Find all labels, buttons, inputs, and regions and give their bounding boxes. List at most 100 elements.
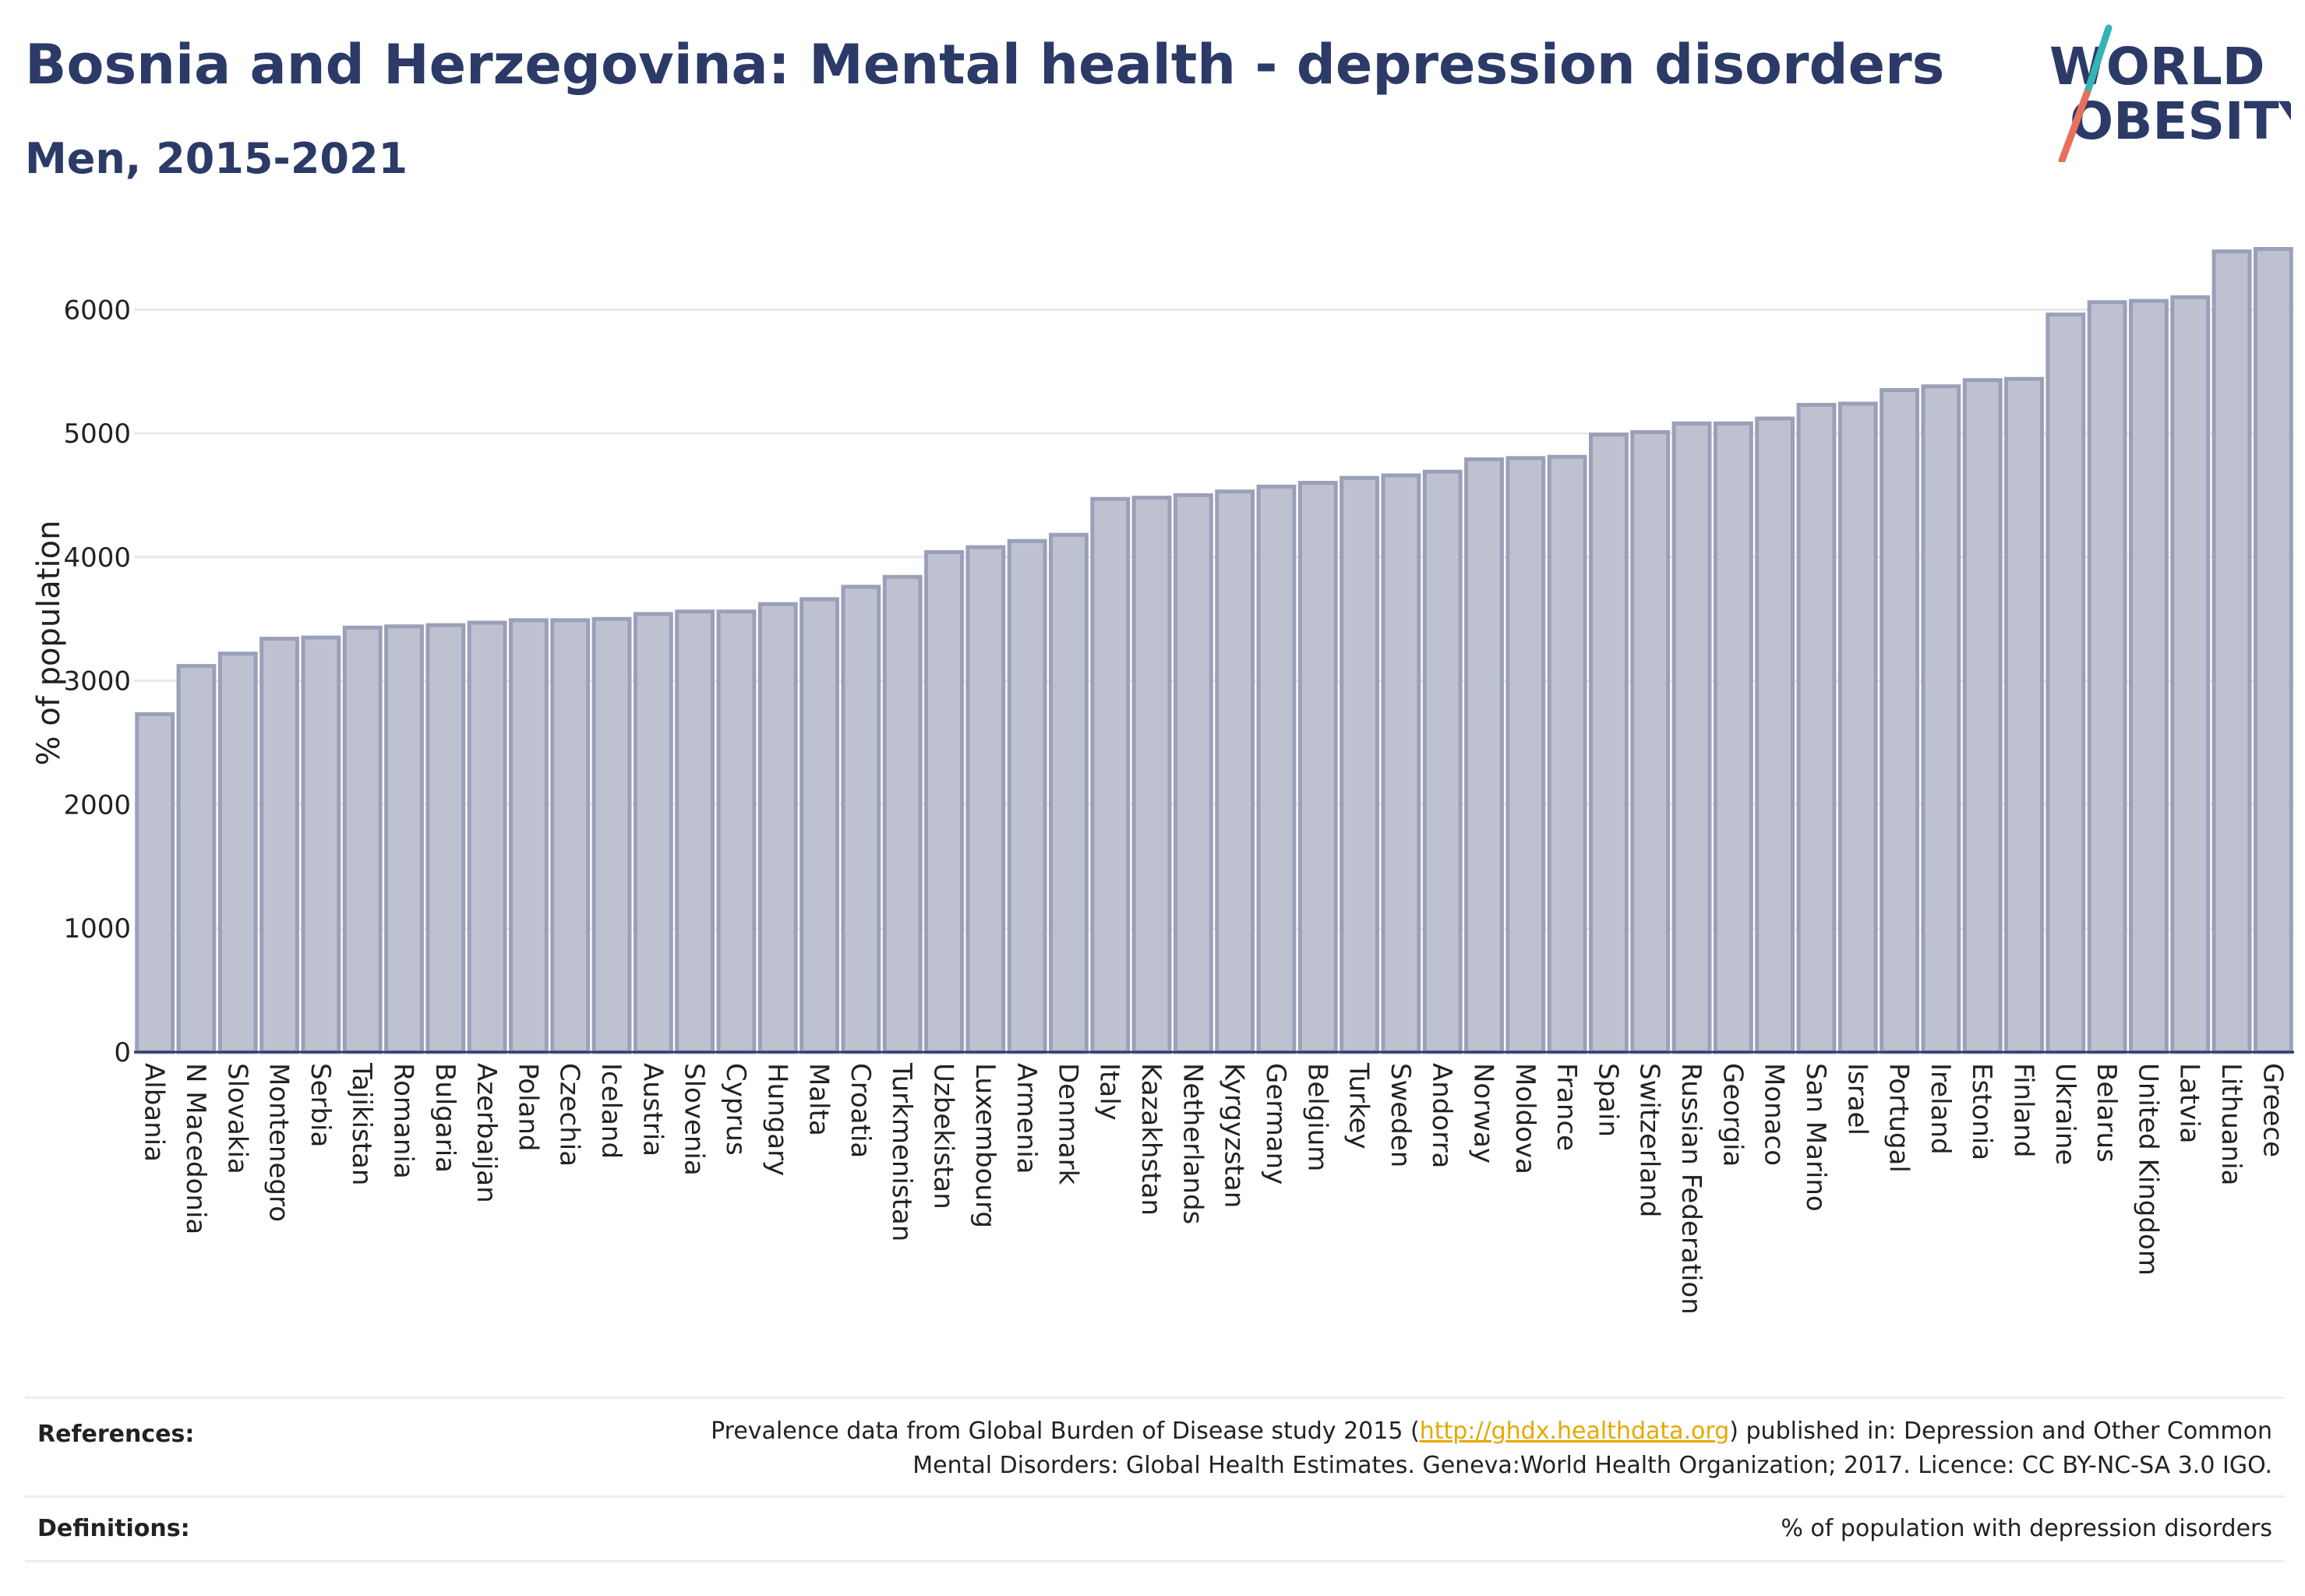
x-tick-label: Denmark	[1052, 1063, 1083, 1185]
bar-russian-federation	[1671, 421, 1712, 1054]
y-axis-label: % of population	[31, 521, 67, 766]
bar-denmark	[1049, 532, 1089, 1054]
bar-norway	[1464, 457, 1504, 1054]
x-tick-label: Austria	[637, 1063, 668, 1156]
x-tick-label: Cyprus	[720, 1063, 751, 1156]
logo-line-1: WORLD	[2049, 37, 2265, 97]
references-label: References:	[37, 1421, 195, 1448]
x-tick-label: Germany	[1260, 1063, 1291, 1185]
x-tick-label: Ukraine	[2049, 1063, 2081, 1165]
references-text-line2: Mental Disorders: Global Health Estimate…	[912, 1452, 2272, 1479]
x-tick-label: Italy	[1094, 1063, 1125, 1121]
x-tick-label: N Macedonia	[180, 1063, 211, 1234]
bar-cyprus	[716, 609, 757, 1054]
bar-lithuania	[2211, 249, 2252, 1054]
bar-iceland	[591, 616, 632, 1054]
x-tick-label: Switzerland	[1634, 1063, 1665, 1217]
bar-turkmenistan	[882, 574, 923, 1054]
logo-slash-top	[2083, 24, 2113, 97]
definitions-text: % of population with depression disorder…	[1781, 1515, 2272, 1542]
x-tick-label: Slovenia	[679, 1063, 710, 1176]
x-tick-label: Finland	[2008, 1063, 2039, 1158]
x-tick-label: Slovakia	[221, 1063, 252, 1174]
x-tick-label: Norway	[1468, 1063, 1499, 1163]
bar-montenegro	[259, 637, 299, 1054]
x-tick-label: Albania	[139, 1063, 170, 1162]
bar-san-marino	[1796, 403, 1837, 1054]
bar-poland	[509, 618, 549, 1054]
bar-slovenia	[675, 609, 715, 1054]
bar-hungary	[757, 602, 798, 1054]
x-tick-label: Portugal	[1883, 1063, 1915, 1173]
x-tick-label: Monaco	[1759, 1063, 1790, 1166]
x-tick-label: Russian Federation	[1675, 1063, 1707, 1315]
y-tick-label: 3000	[63, 666, 131, 697]
bar-turkey	[1340, 475, 1379, 1054]
x-tick-label: France	[1551, 1063, 1582, 1151]
bar-azerbaijan	[467, 620, 507, 1054]
x-tick-label: Iceland	[595, 1063, 627, 1159]
y-tick-label: 1000	[63, 913, 131, 945]
bar-albania	[135, 712, 175, 1054]
x-tick-label: Sweden	[1385, 1063, 1416, 1167]
logo-line-2: OBESITY	[2070, 91, 2291, 151]
y-tick-label: 5000	[63, 418, 131, 450]
x-tick-label: Croatia	[845, 1063, 876, 1158]
x-tick-label: Azerbaijan	[471, 1063, 502, 1203]
bar-ukraine	[2046, 312, 2086, 1054]
x-tick-label: Romania	[388, 1063, 419, 1179]
x-tick-label: Tajikistan	[346, 1062, 377, 1185]
references-text-before: Prevalence data from Global Burden of Di…	[711, 1418, 1420, 1445]
bar-finland	[2004, 376, 2044, 1054]
x-ticks: Albania N Macedonia Slovakia Montenegro Serb…	[139, 1062, 2289, 1315]
bar-andorra	[1422, 469, 1463, 1054]
references-row: References: Prevalence data from Global …	[25, 1396, 2285, 1495]
bar-bulgaria	[425, 623, 466, 1054]
bar-greece	[2253, 246, 2293, 1054]
x-tick-label: Moldova	[1509, 1063, 1541, 1174]
x-tick-label: Estonia	[1966, 1063, 1997, 1160]
x-tick-label: Armenia	[1011, 1063, 1042, 1174]
x-tick-label: Turkmenistan	[886, 1062, 917, 1241]
x-tick-label: Netherlands	[1177, 1063, 1208, 1224]
x-tick-label: Lithuania	[2215, 1063, 2247, 1185]
bar-switzerland	[1630, 429, 1671, 1054]
x-tick-label: Latvia	[2174, 1063, 2205, 1144]
bar-italy	[1090, 496, 1131, 1054]
bar-austria	[633, 612, 673, 1054]
bar-croatia	[841, 584, 881, 1054]
bar-kazakhstan	[1131, 496, 1172, 1054]
x-tick-label: Spain	[1592, 1063, 1623, 1137]
bar-luxembourg	[965, 545, 1006, 1054]
x-tick-label: United Kingdom	[2132, 1063, 2163, 1276]
footer: References: Prevalence data from Global …	[25, 1396, 2285, 1562]
bar-chart: 0 1000 2000 3000 4000 5000 6000 Albania N Maced…	[31, 246, 2294, 1315]
x-tick-label: Serbia	[305, 1063, 336, 1147]
y-tick-label: 2000	[63, 789, 131, 821]
bar-slovakia	[217, 651, 258, 1054]
bar-armenia	[1007, 538, 1047, 1054]
bar-n-macedonia	[176, 664, 217, 1054]
bar-georgia	[1713, 421, 1753, 1054]
x-tick-label: Malta	[803, 1063, 835, 1136]
x-tick-label: Turkey	[1343, 1062, 1375, 1149]
y-tick-label: 6000	[63, 295, 131, 326]
bar-estonia	[1962, 378, 2003, 1054]
x-tick-label: Poland	[512, 1063, 543, 1152]
x-tick-label: Kazakhstan	[1135, 1063, 1167, 1216]
chart-title: Bosnia and Herzegovina: Mental health - …	[25, 33, 1945, 97]
x-tick-label: Czechia	[554, 1063, 585, 1167]
x-tick-label: Kyrgyzstan	[1219, 1063, 1250, 1208]
x-tick-label: Montenegro	[263, 1063, 295, 1222]
bar-czechia	[550, 618, 591, 1054]
y-ticks: 0 1000 2000 3000 4000 5000 6000	[63, 295, 131, 1068]
x-tick-label: Israel	[1841, 1063, 1873, 1135]
bar-belarus	[2087, 300, 2127, 1054]
x-tick-label: Bulgaria	[429, 1063, 461, 1173]
bar-kyrgyzstan	[1215, 489, 1255, 1054]
references-link[interactable]: http://ghdx.healthdata.org	[1419, 1418, 1730, 1445]
footer-bottom-rule	[25, 1560, 2285, 1562]
bar-spain	[1589, 433, 1629, 1054]
x-tick-label: Ireland	[1925, 1063, 1956, 1155]
bar-romania	[384, 624, 424, 1054]
